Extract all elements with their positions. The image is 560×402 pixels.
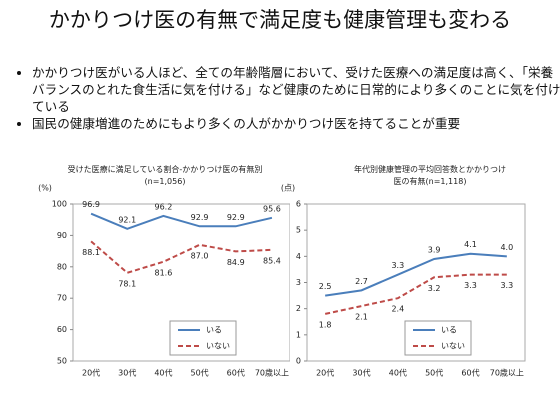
y-unit: (%) (38, 184, 52, 193)
data-label: 4.0 (500, 243, 513, 252)
y-tick-label: 0 (296, 357, 301, 366)
y-tick-label: 100 (52, 200, 67, 209)
chart-title: 年代別健康管理の平均回答数とかかりつけ医の有無 (353, 165, 507, 186)
y-tick-label: 6 (296, 200, 301, 209)
plot-frame (72, 203, 290, 362)
data-label: 3.3 (464, 281, 477, 290)
y-tick-label: 70 (57, 294, 67, 303)
legend-label: いる (441, 326, 457, 335)
chart: (%) 50 60 70 80 90 100 20代 30代 40代 50代 60代 70歳以上 96.9… (38, 184, 290, 378)
data-label: 3.3 (500, 281, 513, 290)
chart-title-block: 受けた医療に満足している割合-かかりつけ医の有無別 (n=1,056) (50, 164, 280, 188)
x-tick-label: 30代 (118, 368, 136, 378)
y-tick-label: 4 (296, 252, 301, 261)
data-label: 96.2 (155, 202, 173, 211)
x-tick-label: 70歳以上 (255, 368, 289, 378)
x-tick-label: 50代 (190, 368, 208, 378)
y-tick-label: 2 (296, 304, 301, 313)
data-label: 4.1 (464, 240, 477, 249)
bullet-list: かかりつけ医がいる人ほど、全ての年齢階層において、受けた医療への満足度は高く、「… (12, 64, 560, 132)
data-label: 3.3 (391, 261, 404, 270)
y-tick-label: 3 (296, 278, 301, 287)
legend-box (404, 320, 472, 356)
y-tick-label: 50 (57, 357, 67, 366)
x-tick-label: 30代 (352, 368, 370, 378)
y-tick-label: 60 (57, 325, 67, 334)
data-label: 81.6 (155, 268, 173, 277)
x-tick-label: 70歳以上 (490, 368, 524, 378)
series-line (90, 212, 273, 230)
x-tick-label: 60代 (227, 368, 245, 378)
chart-subtitle: (n=1,056) (144, 177, 186, 186)
data-label: 88.1 (82, 248, 100, 257)
data-label: 3.9 (428, 245, 441, 254)
x-tick-label: 50代 (425, 368, 443, 378)
data-label: 84.9 (227, 258, 245, 267)
data-label: 2.4 (391, 305, 404, 314)
legend-label: いない (441, 342, 465, 351)
chart-subtitle: (n=1,118) (425, 177, 467, 186)
series-line (325, 252, 507, 297)
data-label: 87.0 (191, 251, 209, 260)
slide-title: かかりつけ医の有無で満足度も健康管理も変わる (48, 8, 512, 32)
series-line (324, 273, 507, 315)
data-label: 92.9 (227, 213, 245, 222)
data-label: 85.4 (263, 256, 281, 265)
y-unit: (点) (281, 184, 295, 193)
series-line (90, 240, 272, 274)
data-label: 2.5 (319, 282, 332, 291)
chart-title-block: 年代別健康管理の平均回答数とかかりつけ医の有無(n=1,118) (350, 164, 510, 188)
data-label: 3.2 (428, 284, 441, 293)
x-tick-label: 60代 (461, 368, 479, 378)
data-label: 92.9 (191, 213, 209, 222)
legend-label: いる (206, 326, 222, 335)
data-label: 95.6 (263, 204, 281, 213)
y-tick-label: 80 (57, 262, 67, 271)
x-tick-label: 40代 (389, 368, 407, 378)
chart-title: 受けた医療に満足している割合-かかりつけ医の有無別 (67, 165, 263, 174)
data-label: 78.1 (118, 279, 136, 288)
x-tick-label: 40代 (154, 368, 172, 378)
data-label: 2.1 (355, 313, 368, 322)
chart: (点) 0 1 2 3 4 5 6 20代 30代 40代 50代 60代 70歳以上 2.5 2.7 3.3 3… (281, 184, 526, 378)
data-label: 2.7 (355, 277, 368, 286)
x-tick-label: 20代 (316, 368, 334, 378)
y-tick-label: 90 (57, 231, 67, 240)
x-tick-label: 20代 (82, 368, 100, 378)
bullet: 国民の健康増進のためにもより多くの人がかかりつけ医を持てることが重要 (32, 115, 560, 132)
y-tick-label: 5 (296, 226, 301, 235)
y-tick-label: 1 (296, 330, 301, 339)
data-label: 1.8 (319, 320, 332, 329)
legend-box (169, 320, 237, 356)
bullet: かかりつけ医がいる人ほど、全ての年齢階層において、受けた医療への満足度は高く、「… (32, 64, 560, 115)
data-label: 92.1 (118, 215, 136, 224)
legend-label: いない (206, 342, 230, 351)
data-label: 96.9 (82, 200, 100, 209)
